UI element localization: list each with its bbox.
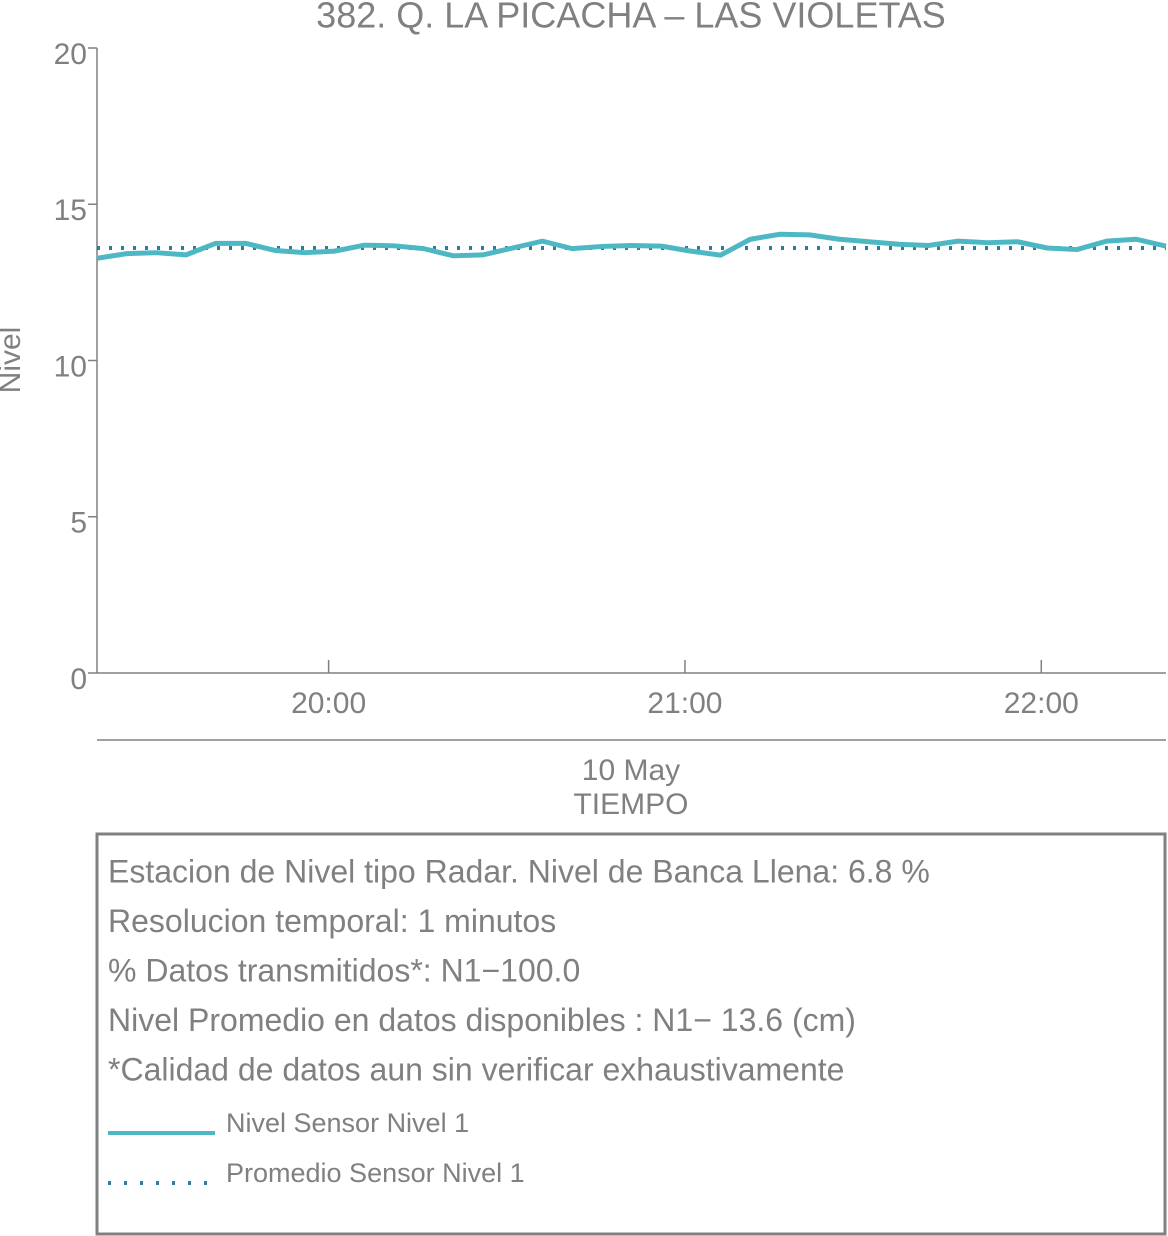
y-tick-label: 20 <box>54 38 87 71</box>
info-text: % Datos transmitidos*: N1−100.0 <box>108 952 580 988</box>
info-text: Resolucion temporal: 1 minutos <box>108 903 556 939</box>
legend-label: Nivel Sensor Nivel 1 <box>226 1108 469 1138</box>
info-box <box>95 832 1167 1236</box>
y-axis-label: Nivel <box>0 327 27 394</box>
info-text: Estacion de Nivel tipo Radar. Nivel de B… <box>108 853 930 889</box>
x-tick-label: 21:00 <box>647 687 722 720</box>
info-text: Nivel Promedio en datos disponibles : N1… <box>108 1002 856 1038</box>
date-label: 10 May <box>582 754 680 787</box>
info-text: *Calidad de datos aun sin verificar exha… <box>108 1051 844 1087</box>
x-tick-label: 20:00 <box>291 687 366 720</box>
y-tick-label: 10 <box>54 350 87 383</box>
y-tick-label: 15 <box>54 194 87 227</box>
y-tick-label: 0 <box>70 663 87 696</box>
x-tick-label: 22:00 <box>1004 687 1079 720</box>
chart-title: 382. Q. LA PICACHA – LAS VIOLETAS <box>316 0 946 36</box>
x-axis-label: TIEMPO <box>573 788 688 821</box>
legend-label: Promedio Sensor Nivel 1 <box>226 1158 525 1188</box>
y-tick-label: 5 <box>70 507 87 540</box>
series-line <box>96 231 1167 261</box>
